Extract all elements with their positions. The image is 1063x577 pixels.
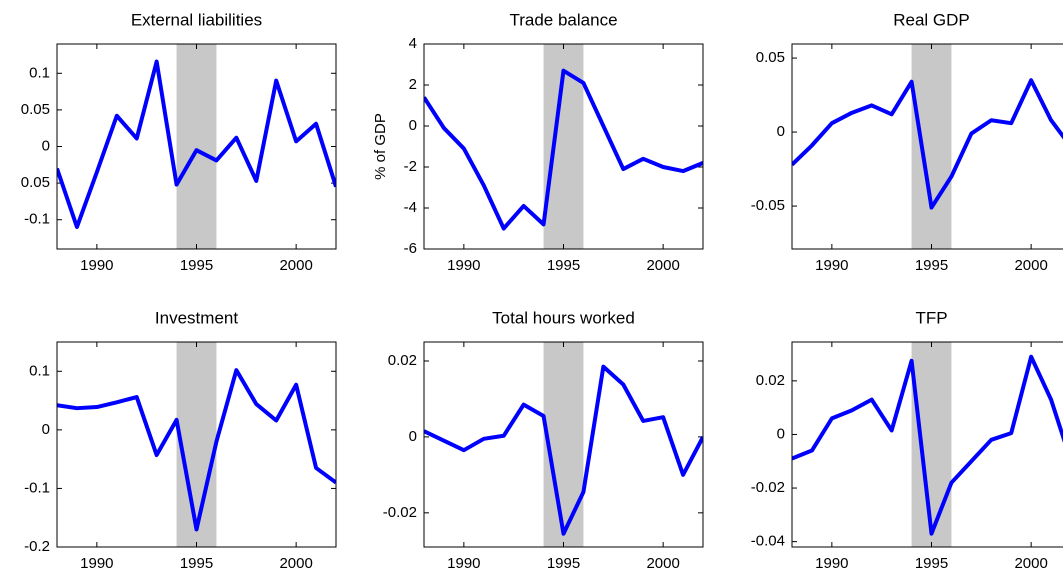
y-tick-label: -0.05 [751, 197, 785, 214]
axes-box [423, 43, 704, 250]
y-tick-label: -2 [404, 158, 417, 175]
subplot-title: TFP [915, 308, 947, 327]
shaded-period [176, 342, 217, 547]
x-tick-label: 2000 [1014, 257, 1047, 274]
data-line [424, 68, 703, 231]
y-tick-label: 0.1 [29, 362, 50, 379]
subplot: Trade balance % of GDP -6 -4 -2 0 2 4 1990 1995 20… [372, 10, 704, 274]
subplot: External liabilities -0.1 0.05 0 0.05 0.1 1990… [21, 10, 337, 274]
y-tick-label: -0.02 [751, 479, 785, 496]
subplot-title: External liabilities [131, 10, 262, 29]
y-tick-label: -0.2 [24, 538, 50, 555]
x-tick-label: 1995 [180, 257, 213, 274]
y-tick-label: 0 [42, 421, 50, 438]
x-tick-label: 2000 [279, 257, 312, 274]
subplot-title: Trade balance [509, 10, 617, 29]
shaded-period [911, 342, 952, 547]
axes-box [791, 43, 1063, 250]
x-tick-label: 2000 [646, 555, 679, 572]
y-tick-label: 0.02 [756, 372, 785, 389]
subplot: Real GDP -0.05 0 0.05 1990 1995 2000 [751, 10, 1063, 274]
x-tick-label: 2000 [1014, 555, 1047, 572]
y-tick-label: 2 [409, 76, 417, 93]
y-tick-label: -6 [404, 240, 417, 257]
y-tick-label: -0.02 [383, 504, 417, 521]
y-tick-label: 0 [777, 425, 785, 442]
subplot: Investment -0.2 -0.1 0 0.1 1990 1995 2000 [24, 308, 337, 572]
data-line [792, 354, 1063, 536]
axes-box [423, 341, 704, 548]
subplot-title: Investment [155, 308, 238, 327]
subplot: TFP -0.04 -0.02 0 0.02 1990 1995 2000 [751, 308, 1063, 572]
y-tick-label: 0.05 [756, 49, 785, 66]
axes-box [56, 43, 337, 250]
x-tick-label: 1990 [80, 555, 113, 572]
shaded-period [176, 44, 217, 249]
x-tick-label: 1990 [815, 257, 848, 274]
subplot-title: Total hours worked [492, 308, 635, 327]
data-line [57, 59, 336, 230]
data-line [57, 368, 336, 532]
x-tick-label: 2000 [279, 555, 312, 572]
x-tick-label: 1995 [547, 257, 580, 274]
x-tick-label: 1990 [80, 257, 113, 274]
axes-box [791, 341, 1063, 548]
y-tick-label: 0 [409, 117, 417, 134]
subplot: Total hours worked -0.02 0 0.02 1990 1995 2000 [383, 308, 704, 572]
y-tick-label: -0.04 [751, 533, 785, 550]
x-tick-label: 1990 [815, 555, 848, 572]
axes-box [56, 341, 337, 548]
y-tick-label: -4 [404, 199, 417, 216]
y-tick-label: 0.05 [21, 174, 50, 191]
x-tick-label: 1995 [547, 555, 580, 572]
y-tick-label: 0 [777, 123, 785, 140]
y-tick-label: 0 [409, 428, 417, 445]
y-tick-label: 0.05 [21, 101, 50, 118]
x-tick-label: 1990 [447, 555, 480, 572]
data-line [792, 78, 1063, 210]
x-tick-label: 1995 [915, 257, 948, 274]
y-tick-label: 0.02 [388, 352, 417, 369]
y-tick-label: -0.1 [24, 211, 50, 228]
subplot-title: Real GDP [893, 10, 970, 29]
y-tick-label: 0.1 [29, 64, 50, 81]
y-tick-label: 4 [409, 35, 417, 52]
y-axis-label: % of GDP [372, 113, 389, 180]
x-tick-label: 1995 [915, 555, 948, 572]
x-tick-label: 1995 [180, 555, 213, 572]
data-line [424, 364, 703, 536]
shaded-period [911, 44, 952, 249]
y-tick-label: 0 [42, 137, 50, 154]
y-tick-label: -0.1 [24, 479, 50, 496]
x-tick-label: 1990 [447, 257, 480, 274]
x-tick-label: 2000 [646, 257, 679, 274]
